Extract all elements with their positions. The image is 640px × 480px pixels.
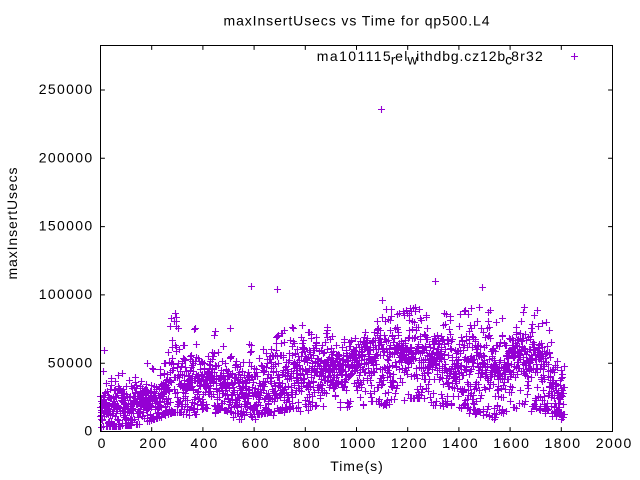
svg-text:1800: 1800 — [545, 435, 581, 451]
svg-text:Time(s): Time(s) — [330, 458, 383, 474]
svg-text:ithdbg.cz12b: ithdbg.cz12b — [416, 48, 505, 64]
svg-text:1400: 1400 — [442, 435, 478, 451]
svg-text:8r32: 8r32 — [511, 48, 543, 64]
svg-text:100000: 100000 — [39, 286, 93, 302]
svg-text:c: c — [505, 51, 512, 67]
svg-text:2000: 2000 — [596, 435, 632, 451]
svg-text:1600: 1600 — [493, 435, 529, 451]
svg-text:maxInsertUsecs vs Time for qp5: maxInsertUsecs vs Time for qp500.L4 — [224, 12, 490, 28]
svg-text:600: 600 — [242, 435, 269, 451]
svg-text:0: 0 — [98, 435, 106, 451]
svg-text:200000: 200000 — [39, 149, 93, 165]
svg-text:1000: 1000 — [340, 435, 376, 451]
svg-text:el: el — [395, 48, 407, 64]
svg-text:250000: 250000 — [39, 81, 93, 97]
svg-text:200: 200 — [139, 435, 166, 451]
svg-text:800: 800 — [293, 435, 320, 451]
svg-text:50000: 50000 — [48, 354, 93, 370]
svg-text:400: 400 — [191, 435, 218, 451]
svg-text:r: r — [391, 51, 396, 67]
svg-text:1200: 1200 — [391, 435, 427, 451]
svg-text:0: 0 — [84, 423, 92, 439]
svg-text:ma101115: ma101115 — [317, 48, 391, 64]
svg-text:w: w — [406, 51, 418, 67]
svg-text:maxInsertUsecs: maxInsertUsecs — [4, 168, 20, 280]
svg-text:150000: 150000 — [39, 218, 93, 234]
